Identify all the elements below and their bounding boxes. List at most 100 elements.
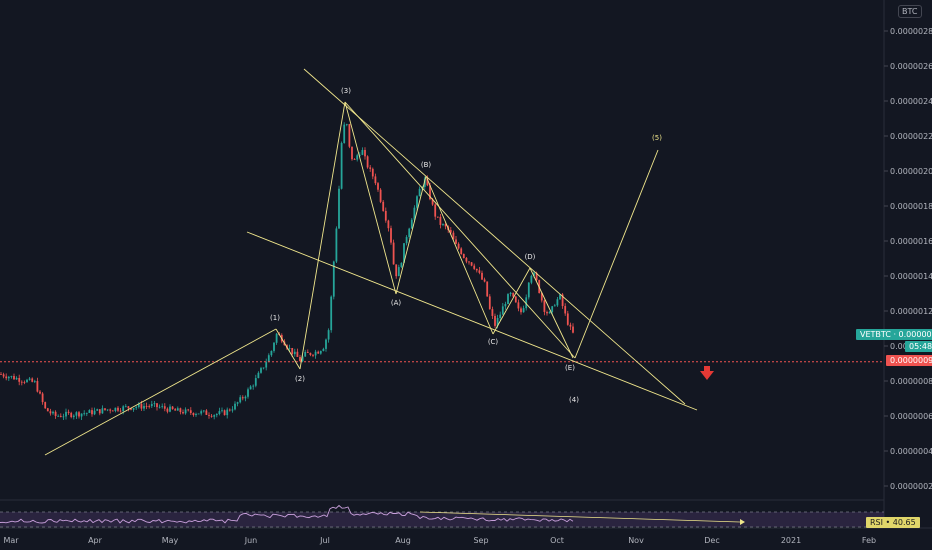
candle-body	[364, 149, 366, 157]
candle-body	[405, 237, 408, 244]
time-axis[interactable]: Mar Apr May Jun Jul Aug Sep Oct Nov Dec 2021 Feb	[0, 527, 932, 545]
candle-body	[221, 410, 223, 412]
candle-body	[101, 408, 104, 414]
wave-4-line	[344, 101, 576, 359]
candle-body	[314, 351, 317, 356]
candle-body	[106, 409, 109, 411]
candle-body	[254, 378, 257, 386]
candle-body	[358, 154, 361, 156]
candle-body	[338, 188, 340, 229]
wave-label: (E)	[565, 364, 575, 372]
candle-body	[98, 409, 101, 414]
x-tick-label: Aug	[395, 536, 411, 545]
candle-body	[348, 124, 351, 147]
candle-body	[72, 415, 75, 418]
candle-body	[148, 406, 151, 407]
candle-body	[62, 416, 65, 418]
candle-body	[296, 351, 299, 357]
candle-body	[130, 408, 132, 410]
candle-body	[2, 374, 5, 377]
candle-body	[382, 201, 385, 211]
candle-body	[39, 391, 41, 394]
candle-body	[366, 156, 369, 168]
candle-body	[327, 330, 330, 340]
candle-body	[15, 377, 18, 380]
candle-body	[153, 403, 156, 405]
candle-body	[501, 306, 504, 315]
candle-body	[49, 411, 52, 414]
candle-body	[174, 409, 177, 411]
candle-body	[514, 296, 517, 303]
candle-body	[231, 409, 234, 411]
candle-body	[122, 406, 125, 412]
candle-body	[442, 224, 444, 225]
currency-badge[interactable]: BTC	[898, 5, 922, 18]
candle-body	[244, 396, 247, 399]
candle-body	[390, 228, 392, 243]
candle-body	[96, 409, 99, 411]
candle-body	[31, 378, 34, 382]
candle-body	[117, 407, 119, 411]
candle-body	[374, 176, 377, 184]
candle-body	[88, 410, 91, 413]
candle-body	[353, 159, 356, 160]
candle-body	[301, 356, 304, 362]
candle-body	[210, 415, 213, 417]
candle-body	[150, 404, 153, 407]
symbol-price-badge: VETBTC · 0.00000106	[856, 329, 932, 340]
candle-body	[33, 381, 36, 382]
candle-body	[530, 275, 533, 283]
candle-body	[481, 272, 483, 280]
candle-body	[351, 146, 353, 160]
candle-body	[319, 350, 322, 354]
candle-body	[275, 333, 278, 343]
abcde-leg	[344, 101, 397, 295]
candle-body	[561, 294, 564, 307]
candle-body	[127, 406, 130, 409]
candle-body	[44, 402, 47, 409]
candle-body	[252, 385, 255, 387]
candle-body	[460, 248, 463, 255]
candle-body	[496, 317, 499, 326]
candle-body	[306, 351, 309, 353]
candle-body	[525, 297, 528, 309]
candle-body	[559, 294, 561, 300]
candle-body	[452, 232, 455, 240]
candle-body	[192, 413, 195, 416]
candle-body	[5, 376, 8, 379]
candle-body	[239, 397, 242, 403]
candle-body	[293, 351, 296, 355]
candle-body	[179, 408, 182, 413]
candle-body	[18, 377, 21, 382]
candle-body	[13, 376, 15, 380]
candle-body	[322, 348, 325, 351]
rsi-band	[0, 512, 884, 527]
candle-body	[400, 262, 403, 268]
candle-body	[416, 196, 418, 208]
candle-body	[361, 149, 364, 155]
candle-body	[491, 309, 494, 316]
candle-body	[20, 381, 23, 383]
candle-body	[478, 270, 481, 273]
candle-body	[413, 207, 416, 220]
abcde-leg	[492, 267, 531, 335]
candle-body	[36, 381, 39, 392]
candle-body	[137, 403, 140, 408]
candle-body	[135, 407, 138, 409]
rsi-trend-line	[419, 511, 741, 523]
candle-body	[572, 326, 574, 333]
abcde-leg	[425, 175, 494, 335]
candle-body	[426, 178, 429, 186]
candle-body	[249, 386, 252, 390]
x-tick-label: 2021	[781, 536, 801, 545]
candle-body	[392, 242, 395, 265]
